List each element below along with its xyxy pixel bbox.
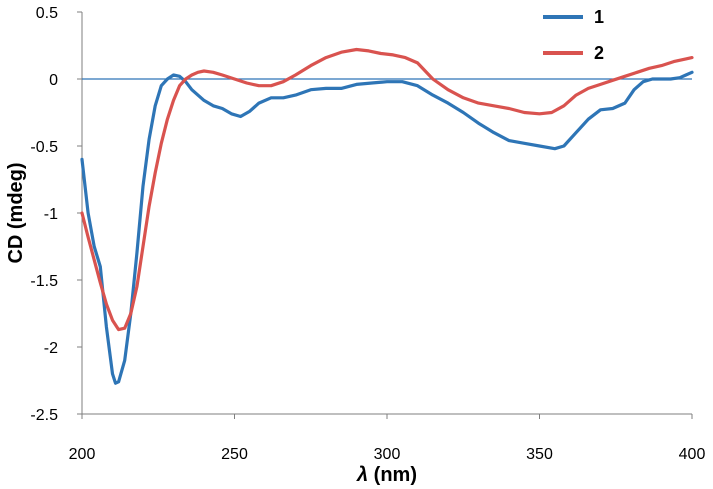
x-axis-unit: (nm) <box>368 464 417 486</box>
y-tick-label: -1.5 <box>30 273 58 290</box>
y-axis-title: CD (mdeg) <box>5 162 27 263</box>
y-tick-label: -2 <box>44 340 58 357</box>
x-tick-label: 300 <box>374 446 401 463</box>
y-tick-label: 0.5 <box>36 5 58 22</box>
x-tick-label: 200 <box>69 446 96 463</box>
y-tick-label: -2.5 <box>30 407 58 424</box>
y-tick-label: -1 <box>44 206 58 223</box>
x-tick-label: 400 <box>679 446 706 463</box>
y-tick-label: -0.5 <box>30 139 58 156</box>
legend-label-series-1: 1 <box>594 7 604 27</box>
x-axis-symbol: λ <box>356 464 368 486</box>
axes <box>81 12 692 415</box>
series-2-line <box>80 47 694 332</box>
legend: 1 2 <box>543 7 604 63</box>
x-ticks: 200 250 300 350 400 <box>69 414 706 463</box>
series-lines <box>80 47 694 385</box>
y-ticks: 0.5 0 -0.5 -1 -1.5 -2 -2.5 <box>30 5 82 424</box>
y-tick-label: 0 <box>49 72 58 89</box>
series-1-line <box>80 70 694 385</box>
x-tick-label: 250 <box>221 446 248 463</box>
x-axis-title: λ (nm) <box>356 464 417 486</box>
x-tick-label: 350 <box>526 446 553 463</box>
legend-label-series-2: 2 <box>594 43 604 63</box>
